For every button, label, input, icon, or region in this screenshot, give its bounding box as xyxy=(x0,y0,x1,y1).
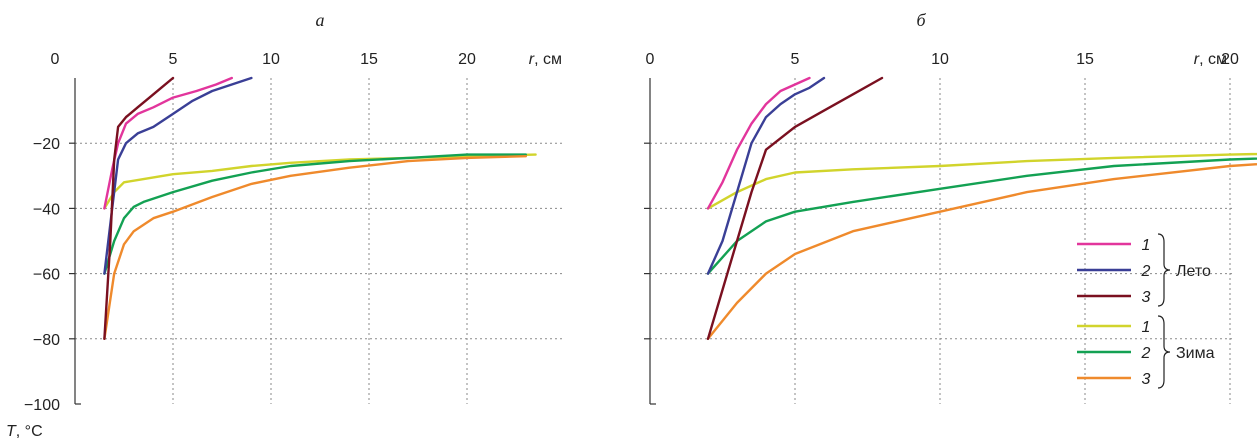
x-tick-label: 0 xyxy=(51,51,60,68)
y-tick-label: −20 xyxy=(33,136,60,153)
series-line-winter-2 xyxy=(706,157,1257,275)
legend-number: 3 xyxy=(1142,371,1151,388)
series-line-summer-2 xyxy=(706,76,826,275)
y-tick-label: −40 xyxy=(33,201,60,218)
x-tick-label: 20 xyxy=(1221,51,1239,68)
series-line-summer-1 xyxy=(706,76,811,210)
x-tick-label: 10 xyxy=(931,51,949,68)
series-line-summer-2 xyxy=(103,76,253,275)
legend-group-label: Зима xyxy=(1176,345,1215,362)
series-line-winter-2 xyxy=(103,153,527,275)
chart-panel-1: а 0 5 10 15 20 r, см −20 −40 −60 −80 −100 T, °C xyxy=(6,10,565,440)
series-line-winter-1 xyxy=(706,152,1257,210)
x-tick-label: 5 xyxy=(791,51,800,68)
x-tick-label: 10 xyxy=(262,51,280,68)
y-tick-label: −80 xyxy=(33,332,60,349)
legend-number: 1 xyxy=(1142,319,1151,336)
series-line-winter-3 xyxy=(706,162,1257,340)
chart-panel-2: б05101520253035r, см xyxy=(644,10,1257,405)
legend-number: 1 xyxy=(1142,237,1151,254)
y-tick-label: −60 xyxy=(33,267,60,284)
x-axis-label: r, см xyxy=(1194,51,1227,68)
x-tick-label: 5 xyxy=(169,51,178,68)
legend-number: 3 xyxy=(1142,289,1151,306)
y-tick-label: −100 xyxy=(24,397,60,414)
legend-group-label: Лето xyxy=(1176,263,1211,280)
legend-brace xyxy=(1157,315,1171,389)
x-tick-label: 15 xyxy=(360,51,378,68)
series-line-summer-1 xyxy=(103,76,233,210)
legend: 1 2 3 Лето 1 2 3 Зима xyxy=(1077,233,1215,389)
x-tick-label: 0 xyxy=(646,51,655,68)
x-tick-label: 15 xyxy=(1076,51,1094,68)
x-tick-label: 20 xyxy=(458,51,476,68)
panel-label: а xyxy=(316,10,325,30)
legend-number: 2 xyxy=(1141,345,1151,362)
series-line-winter-3 xyxy=(103,155,527,340)
x-axis-label: r, см xyxy=(529,51,562,68)
legend-brace xyxy=(1157,233,1171,307)
legend-number: 2 xyxy=(1141,263,1151,280)
series-line-summer-3 xyxy=(706,76,884,340)
series-line-summer-3 xyxy=(103,76,175,340)
panel-label: б xyxy=(916,10,926,30)
y-axis-label: T, °C xyxy=(6,423,43,440)
